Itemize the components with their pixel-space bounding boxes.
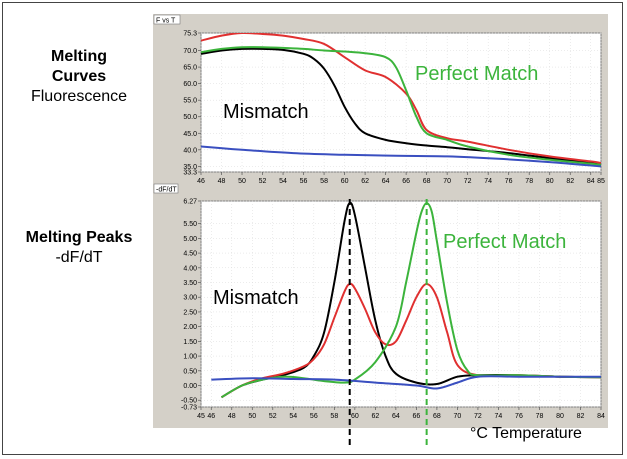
x-tick-label: 84: [597, 413, 605, 420]
x-tick-label: 64: [392, 413, 400, 420]
top-subtitle: Fluorescence: [30, 88, 128, 105]
x-tick-label: 82: [577, 413, 585, 420]
y-tick-label: 2.00: [183, 324, 197, 331]
y-tick-label: 50.0: [183, 114, 197, 121]
x-tick-label: 58: [320, 178, 328, 185]
x-tick-label: 80: [556, 413, 564, 420]
y-tick-label: 70.0: [183, 48, 197, 55]
x-tick-label: 60: [351, 413, 359, 420]
melting-peaks-chart: -dF/dT 45 46 48 50 52 54 56 58 60 62 64 66 68 70 72 74 76…: [153, 183, 608, 428]
y-tick-label: 6.27: [183, 199, 197, 206]
y-tick-label: 2.50: [183, 309, 197, 316]
x-tick-label: 70: [443, 178, 451, 185]
annotation-1: Perfect Match: [415, 63, 538, 85]
x-tick-label: 72: [464, 178, 472, 185]
panel-header-box: [153, 14, 181, 25]
x-tick-label: 68: [433, 413, 441, 420]
y-tick-label: 1.00: [183, 354, 197, 361]
x-tick-label: 54: [289, 413, 297, 420]
x-tick-label: 46: [197, 178, 205, 185]
top-title: Melting: [51, 48, 107, 65]
x-tick-label: 82: [566, 178, 574, 185]
x-tick-label: 80: [546, 178, 554, 185]
x-tick-label: 76: [505, 178, 513, 185]
top-title2: Curves: [51, 68, 107, 85]
series-line-0: [220, 201, 601, 399]
x-tick-label: 74: [495, 413, 503, 420]
x-tick-label: 62: [371, 413, 379, 420]
series-line-3: [211, 375, 601, 390]
x-tick-label: 52: [269, 413, 277, 420]
series-line-2: [220, 202, 601, 399]
series-line-3: [201, 145, 601, 168]
series-line-1: [201, 33, 601, 165]
figure-frame: [2, 2, 623, 455]
y-tick-label: 33.3: [183, 170, 197, 177]
y-tick-label: 35.0: [183, 164, 197, 171]
y-tick-label: 45.0: [183, 131, 197, 138]
x-tick-label: 66: [412, 413, 420, 420]
x-tick-label: 56: [300, 178, 308, 185]
melting-curves-chart: F vs T 46 48 50 52 54 56 58 60 62 64 66 68 70 72 74 76 78…: [153, 14, 608, 186]
x-tick-label: 56: [310, 413, 318, 420]
x-tick-label: 50: [238, 178, 246, 185]
y-tick-label: 4.50: [183, 251, 197, 258]
annotation-0: Mismatch: [223, 101, 309, 123]
x-axis-label: °C Temperature: [470, 425, 582, 442]
y-tick-label: 5.50: [183, 221, 197, 228]
x-tick-label: 46: [207, 413, 215, 420]
y-tick-label: 75.3: [183, 31, 197, 38]
annotation-0: Mismatch: [213, 287, 299, 309]
x-tick-label: 50: [248, 413, 256, 420]
bottom-subtitle: -dF/dT: [55, 249, 103, 266]
y-tick-label: 0.50: [183, 368, 197, 375]
x-tick-label: 45: [197, 413, 205, 420]
annotation-1: Perfect Match: [443, 231, 566, 253]
panel-header-box: [153, 183, 179, 194]
y-tick-label: 60.0: [183, 81, 197, 88]
x-tick-label: 68: [423, 178, 431, 185]
panel-header-label: F vs T: [156, 18, 176, 25]
x-tick-label: 74: [484, 178, 492, 185]
plot-area: [200, 32, 602, 173]
y-tick-label: 5.00: [183, 236, 197, 243]
y-tick-label: 0.00: [183, 383, 197, 390]
x-tick-label: 62: [361, 178, 369, 185]
y-tick-label: 3.00: [183, 295, 197, 302]
bottom-title: Melting Peaks: [25, 229, 133, 246]
x-tick-label: 70: [454, 413, 462, 420]
x-tick-label: 85: [597, 178, 605, 185]
x-tick-label: 72: [474, 413, 482, 420]
x-tick-label: 78: [525, 178, 533, 185]
top-side-label: Melting Curves Fluorescence: [14, 47, 144, 107]
y-tick-label: 55.0: [183, 98, 197, 105]
panel-header-label: -dF/dT: [156, 187, 177, 194]
x-tick-label: 66: [402, 178, 410, 185]
y-tick-label: 1.50: [183, 339, 197, 346]
y-tick-label: -0.50: [181, 398, 197, 405]
x-tick-label: 54: [279, 178, 287, 185]
x-tick-label: 58: [330, 413, 338, 420]
series-line-1: [220, 282, 601, 399]
y-tick-label: 40.0: [183, 147, 197, 154]
x-tick-label: 76: [515, 413, 523, 420]
y-tick-label: -0.73: [181, 405, 197, 412]
series-group: [201, 33, 601, 168]
series-group: [211, 201, 601, 399]
x-tick-label: 48: [228, 413, 236, 420]
x-tick-label: 52: [259, 178, 267, 185]
x-tick-label: 64: [382, 178, 390, 185]
series-line-2: [201, 46, 601, 166]
bottom-side-label: Melting Peaks -dF/dT: [14, 228, 144, 268]
y-tick-label: 4.00: [183, 265, 197, 272]
x-tick-label: 60: [341, 178, 349, 185]
x-tick-label: 48: [218, 178, 226, 185]
x-tick-label: 78: [536, 413, 544, 420]
x-tick-label: 84: [587, 178, 595, 185]
y-tick-label: 65.0: [183, 65, 197, 72]
y-tick-label: 3.50: [183, 280, 197, 287]
